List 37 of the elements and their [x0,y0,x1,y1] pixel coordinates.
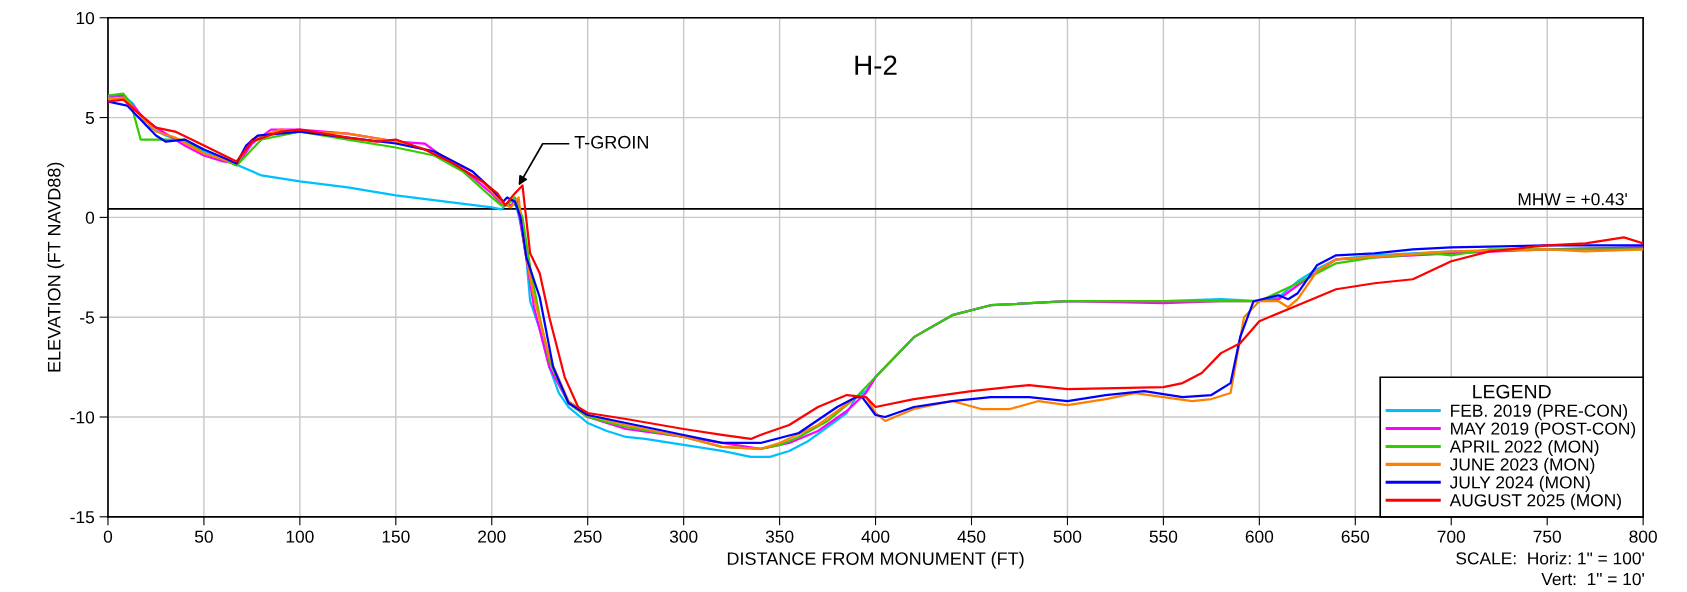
legend-label: JULY 2024 (MON) [1449,475,1590,492]
x-tick-label: 300 [669,530,698,543]
legend-label: APRIL 2022 (MON) [1449,439,1599,457]
x-tick-label: 0 [103,530,113,543]
x-tick-label: 700 [1437,530,1466,543]
legend-label: FEB. 2019 (PRE-CON) [1451,404,1628,421]
x-tick-label: 600 [1245,530,1274,543]
x-tick-label: 100 [286,530,314,543]
annotation: T-GROIN [574,135,648,149]
x-tick-label: 350 [765,530,794,543]
x-tick-label: 200 [478,530,506,543]
y-tick-label: 5 [85,111,95,125]
x-tick-label: 750 [1533,530,1561,543]
x-tick-label: 250 [574,530,602,543]
legend-label: JUNE 2023 (MON) [1449,457,1595,475]
y-tick-label: 0 [85,211,95,224]
x-tick-label: 400 [861,530,890,543]
y-axis-title: ELEVATION (FT NAVD88) [47,162,65,372]
legend-title: LEGEND [1473,384,1551,399]
text: H-2 [855,55,897,75]
legend-label: MAY 2019 (POST-CON) [1451,422,1636,439]
x-tick-label: 50 [194,530,213,543]
x-tick-label: 450 [957,530,986,543]
text: SCALE: Horiz: 1" = 100' [1456,551,1644,565]
text: Vert: 1" = 10' [1541,572,1644,586]
x-tick-label: 800 [1629,530,1657,543]
x-axis-title: DISTANCE FROM MONUMENT (FT) [727,551,1024,569]
y-tick-label: 10 [76,11,95,25]
x-tick-label: 550 [1149,530,1178,543]
y-tick-label: -5 [80,311,95,324]
x-tick-label: 500 [1053,530,1082,543]
legend-label: AUGUST 2025 (MON) [1449,493,1621,510]
ref-line-label: MHW = +0.43' [1518,193,1627,206]
x-tick-label: 150 [382,530,410,543]
y-tick-label: -15 [70,511,95,524]
y-tick-label: -10 [70,411,95,424]
x-tick-label: 650 [1341,530,1370,543]
